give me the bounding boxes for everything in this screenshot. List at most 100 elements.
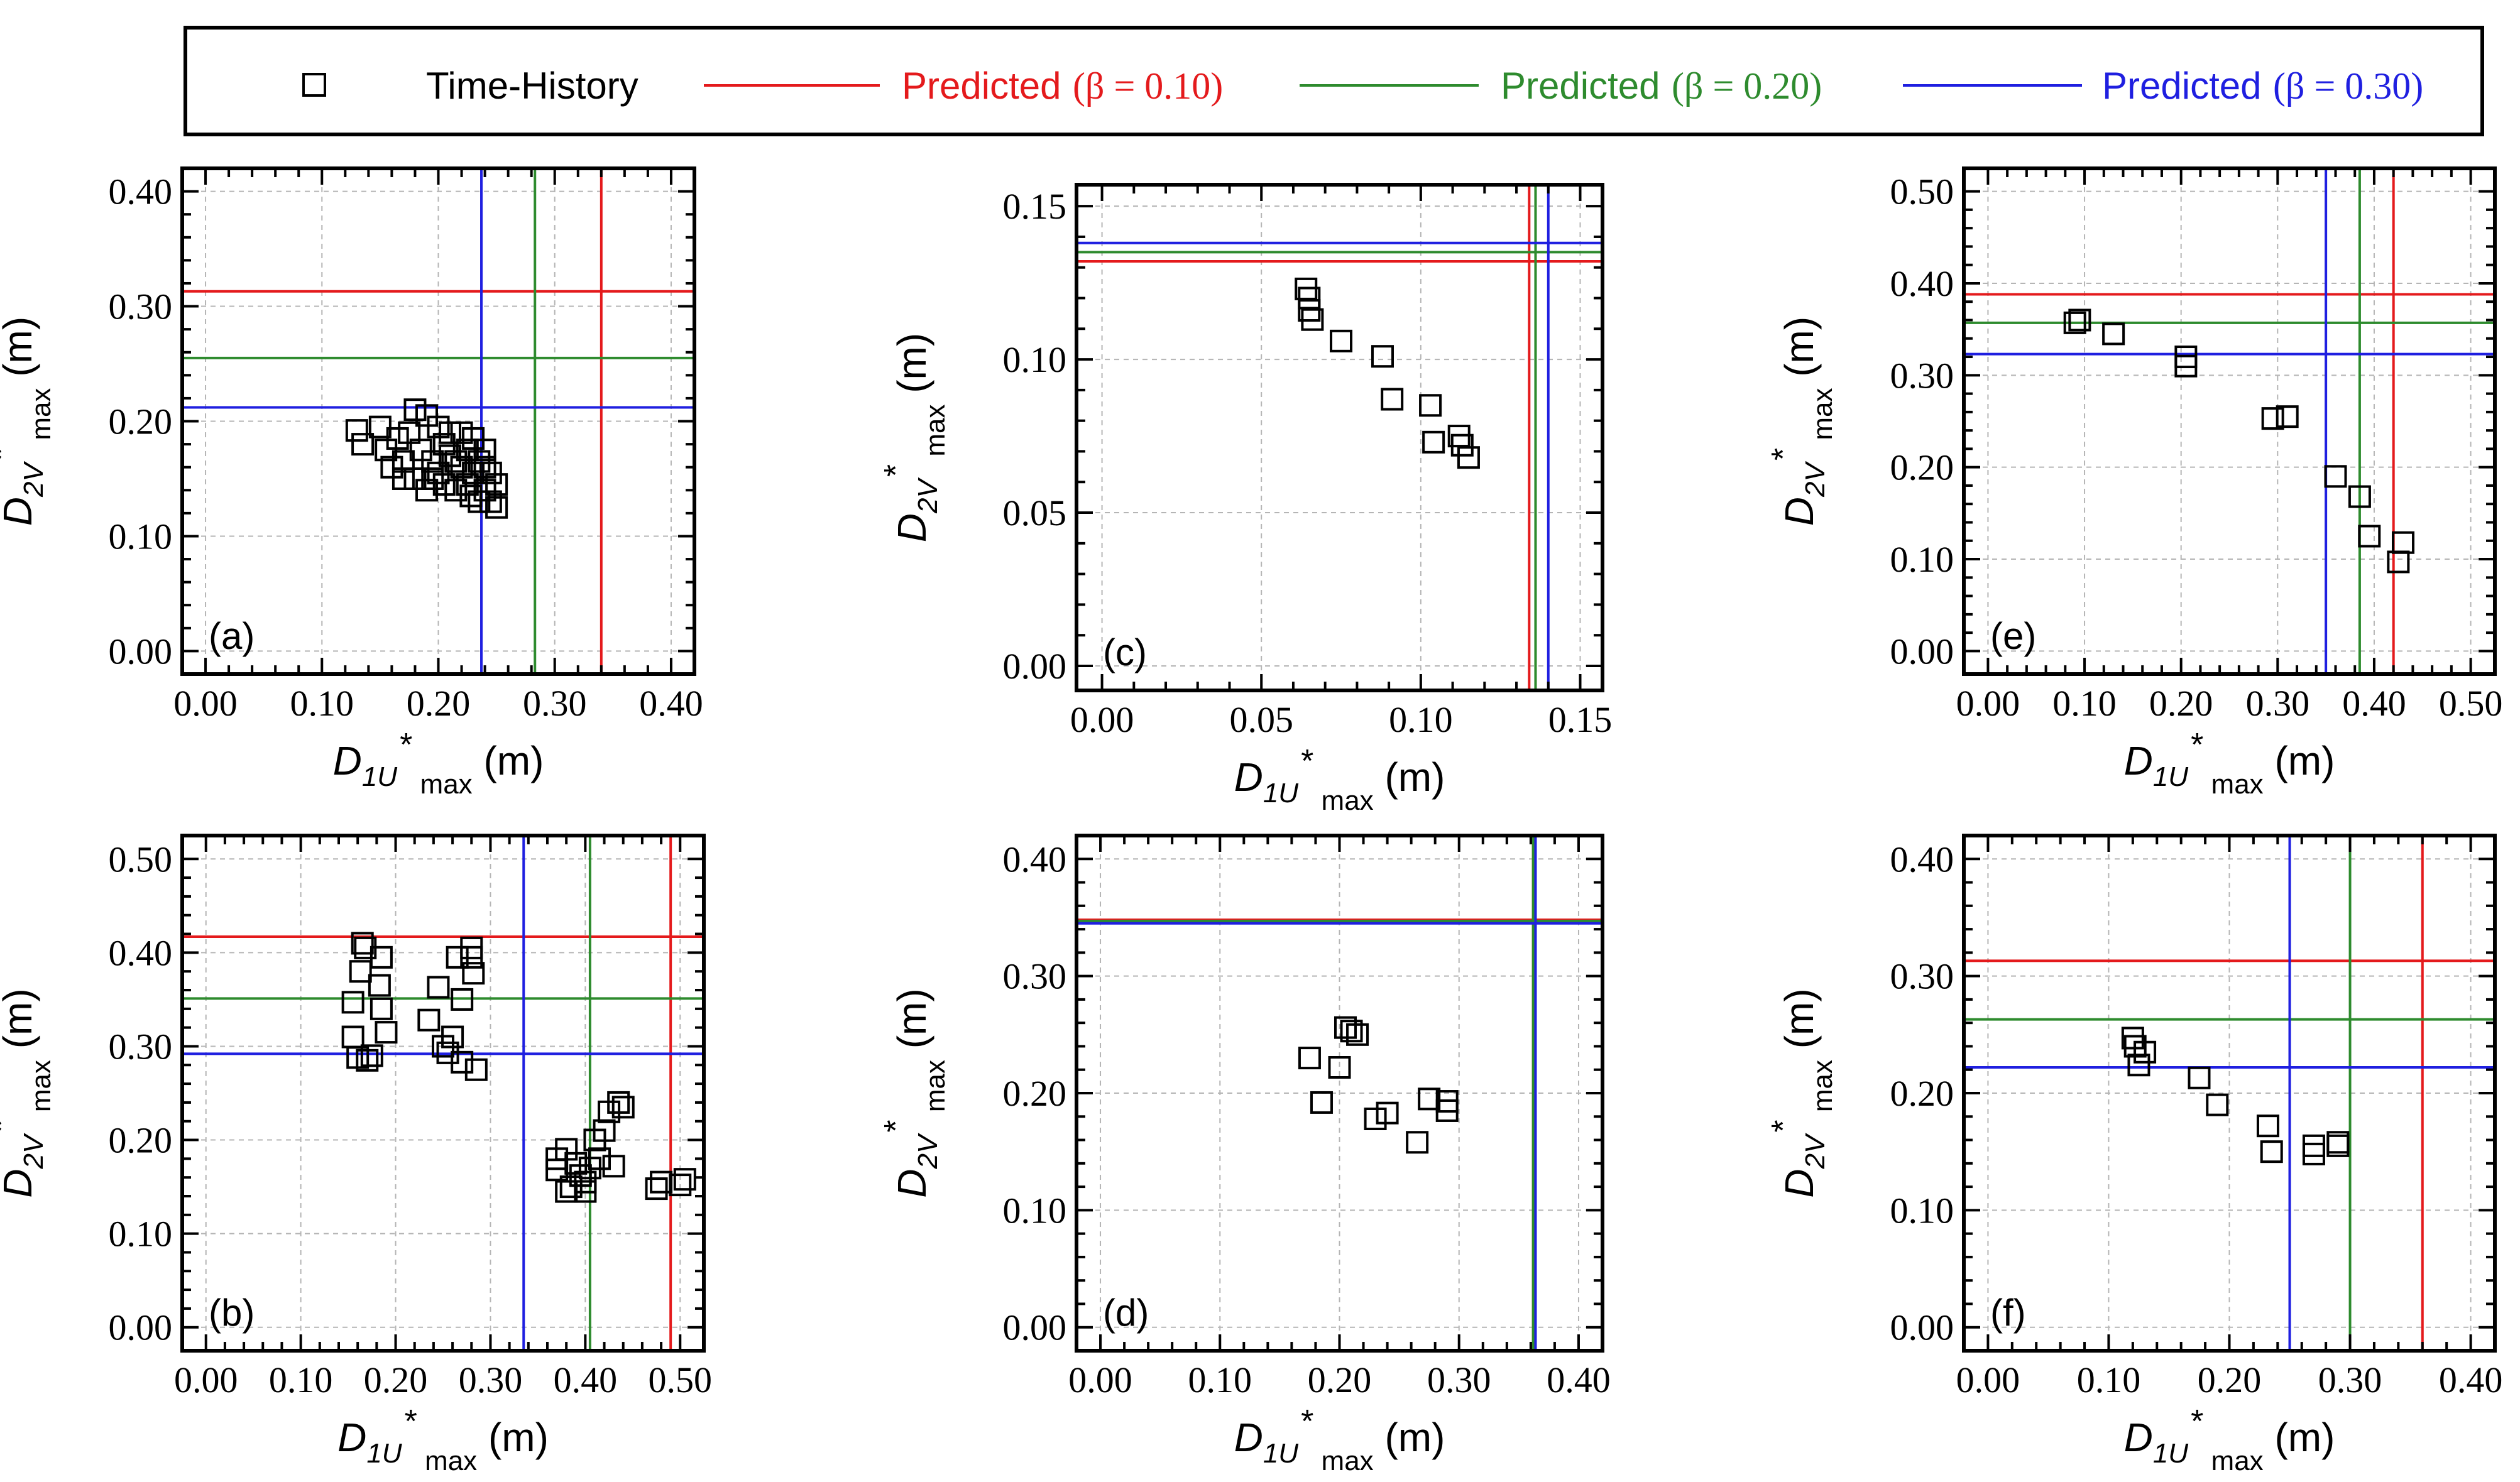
y-tick-label: 0.20 [109,401,173,442]
y-tick-label: 0.40 [1003,839,1067,880]
legend-marker-time-history [302,73,326,97]
x-axis-subscript-max: max [417,1446,477,1476]
data-point [375,1021,398,1044]
y-tick-label: 0.10 [1890,1190,1954,1231]
data-point [444,479,468,502]
y-tick-label: 0.00 [1890,631,1954,672]
data-point [351,433,375,456]
data-point [2063,311,2086,334]
x-tick-label: 0.40 [2439,1359,2503,1400]
data-point [386,427,409,450]
y-axis-subscript-max: max [920,1060,951,1120]
x-tick-label: 0.00 [1956,683,2020,724]
data-point [415,479,438,502]
y-tick-label: 0.20 [109,1120,173,1161]
data-point [460,945,483,969]
y-axis-superscript: * [0,1120,20,1132]
data-point [451,1050,474,1074]
data-point [2121,1027,2144,1050]
x-tick-label: 0.50 [2439,683,2503,724]
x-tick-label: 0.10 [2052,683,2117,724]
y-tick-label: 0.10 [109,1214,173,1255]
x-tick-label: 0.40 [554,1359,618,1400]
x-axis-subscript-max: max [2203,769,2263,800]
y-axis-label: D2V* max (m) [1765,988,1838,1197]
x-axis-unit: (m) [1374,1415,1445,1460]
legend-predicted-text: Predicted [1501,65,1660,107]
data-point [380,455,403,479]
data-point [459,484,483,508]
x-axis-superscript: * [400,727,412,763]
data-point [1340,1020,1363,1043]
data-point [450,455,473,479]
data-point [1422,430,1445,454]
y-axis-subscript-max: max [26,388,57,448]
data-point [1310,1091,1333,1114]
y-tick-label: 0.00 [1890,1307,1954,1348]
data-point [2302,1134,2325,1157]
data-point [1298,286,1321,310]
x-tick-label: 0.10 [290,683,354,724]
data-point [2188,1066,2211,1089]
legend-label-time-history: Time-History [426,65,638,107]
panel-label: (f) [1990,1292,2026,1334]
data-point [441,1025,464,1049]
x-axis-label: D1U* max (m) [1234,743,1445,816]
data-point [473,439,496,462]
x-axis-symbol: D [2124,738,2153,783]
x-tick-label: 0.20 [364,1359,428,1400]
y-tick-label: 0.05 [1003,493,1067,533]
data-point [2174,354,2198,378]
data-point [1450,433,1474,457]
data-point [673,1168,696,1191]
x-axis-subscript: 1U [2153,761,2188,792]
data-point [427,461,450,484]
chart-panel: 0.00 0.05 0.10 0.15 0.00 0.05 0.10 0.15 (c) D1U* … [878,183,1612,816]
y-axis-symbol: D [1777,497,1822,526]
y-tick-label: 0.40 [109,932,173,973]
data-point [370,945,393,969]
data-point [403,398,427,422]
chart-panel: 0.00 0.10 0.20 0.30 0.40 0.50 0.00 0.10 0.20 0.30… [0,834,712,1476]
y-tick-label: 0.40 [1890,263,1954,304]
data-point [607,1091,630,1114]
y-tick-label: 0.00 [1003,1307,1067,1348]
data-point [1298,1047,1321,1070]
data-point [1330,329,1353,352]
data-point [462,962,485,985]
predicted-lines [1076,836,1602,1351]
data-point [1419,394,1442,417]
x-tick-label: 0.30 [2246,683,2310,724]
data-point [2392,531,2415,554]
panel-label: (a) [209,615,255,657]
data-point [485,496,508,519]
x-tick-label: 0.00 [1068,1359,1132,1400]
y-axis-superscript: * [1765,448,1802,460]
data-point [645,1177,668,1201]
y-axis-subscript-max: max [1807,1060,1838,1120]
y-axis-superscript: * [1765,1120,1802,1132]
data-point [2261,407,2284,430]
data-point [427,976,450,999]
x-axis-subscript: 1U [362,761,397,792]
legend-label-beta-030: Predicted (β = 0.30) [2102,65,2423,107]
x-axis-subscript-max: max [1313,785,1373,816]
x-axis-superscript: * [2191,727,2203,763]
data-point [1301,308,1324,331]
x-tick-label: 0.20 [2149,683,2213,724]
time-history-points [341,932,696,1203]
panels: 0.00 0.10 0.20 0.30 0.40 0.00 0.10 0.20 0.30 0.40… [0,166,2503,1476]
y-axis-symbol: D [889,1169,934,1197]
y-tick-label: 0.10 [1003,339,1067,380]
data-point [421,450,444,473]
data-point [403,467,427,490]
data-point [368,974,391,997]
y-tick-label: 0.15 [1003,186,1067,227]
x-axis-unit: (m) [2264,1415,2335,1460]
chart-panel: 0.00 0.10 0.20 0.30 0.40 0.50 0.00 0.10 0.20 0.30… [1765,166,2503,800]
y-axis-unit: (m) [889,988,934,1060]
y-axis-label: D2V* max (m) [0,317,57,526]
data-point [444,450,468,473]
panel-frame [1075,183,1604,692]
